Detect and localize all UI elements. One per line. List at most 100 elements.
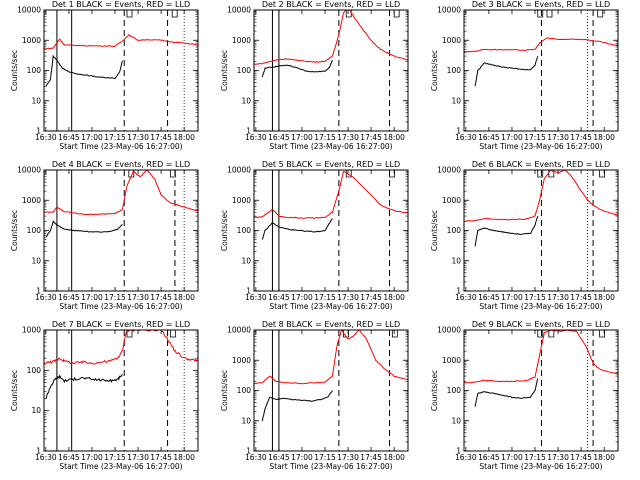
x-tick-label: 18:00 bbox=[383, 133, 405, 142]
panel-title: Det 4 BLACK = Events, RED = LLD bbox=[52, 160, 190, 169]
y-axis-title: Counts/sec bbox=[10, 50, 19, 91]
x-axis-title: Start Time (23-May-06 16:27:00) bbox=[269, 462, 392, 471]
panel-title: Det 2 BLACK = Events, RED = LLD bbox=[262, 0, 400, 9]
panel-title: Det 3 BLACK = Events, RED = LLD bbox=[472, 0, 610, 9]
x-tick-label: 17:30 bbox=[337, 293, 359, 302]
x-tick-label: 18:00 bbox=[383, 453, 405, 462]
x-tick-label: 18:00 bbox=[593, 453, 615, 462]
y-tick-label: 1 bbox=[456, 447, 461, 456]
series-line-events bbox=[474, 215, 539, 247]
y-tick-label: 1 bbox=[456, 287, 461, 296]
flag-marker bbox=[171, 10, 178, 18]
y-tick-label: 1000 bbox=[232, 196, 251, 205]
series-line-lld bbox=[464, 330, 618, 384]
panel-title: Det 7 BLACK = Events, RED = LLD bbox=[52, 320, 190, 329]
x-axis-title: Start Time (23-May-06 16:27:00) bbox=[59, 302, 182, 311]
y-tick-label: 100 bbox=[237, 226, 252, 235]
y-tick-label: 10 bbox=[241, 96, 251, 105]
series-line-events bbox=[261, 59, 333, 78]
flag-marker bbox=[537, 330, 544, 338]
x-axis-title: Start Time (23-May-06 16:27:00) bbox=[269, 142, 392, 151]
x-tick-label: 17:45 bbox=[150, 453, 172, 462]
series-line-lld bbox=[254, 171, 408, 219]
flag-marker bbox=[546, 10, 553, 18]
x-tick-label: 17:30 bbox=[337, 133, 359, 142]
x-tick-label: 18:00 bbox=[173, 453, 195, 462]
x-tick-label: 18:00 bbox=[593, 293, 615, 302]
x-axis-title: Start Time (23-May-06 16:27:00) bbox=[479, 302, 602, 311]
x-tick-label: 17:30 bbox=[547, 133, 569, 142]
x-tick-label: 16:45 bbox=[478, 133, 500, 142]
y-tick-label: 10 bbox=[451, 96, 461, 105]
y-tick-label: 10 bbox=[31, 96, 41, 105]
y-tick-label: 1000 bbox=[442, 356, 461, 365]
x-tick-label: 16:30 bbox=[35, 293, 57, 302]
x-tick-label: 16:30 bbox=[245, 293, 267, 302]
panel-det-2: Det 2 BLACK = Events, RED = LLD 16:30 16:4… bbox=[220, 0, 409, 151]
series-line-events bbox=[45, 54, 123, 87]
x-tick-label: 17:15 bbox=[104, 133, 126, 142]
plot-area bbox=[44, 10, 198, 131]
y-axis-title: Counts/sec bbox=[430, 50, 439, 91]
x-tick-label: 16:30 bbox=[35, 133, 57, 142]
x-tick-label: 17:30 bbox=[127, 133, 149, 142]
series-line-events bbox=[474, 378, 539, 407]
series-line-lld bbox=[464, 37, 618, 53]
flag-marker bbox=[599, 170, 605, 178]
x-tick-label: 17:45 bbox=[570, 293, 592, 302]
flag-marker bbox=[126, 330, 133, 338]
x-tick-label: 18:00 bbox=[173, 293, 195, 302]
series-line-lld bbox=[254, 330, 408, 385]
panel-det-8: Det 8 BLACK = Events, RED = LLD 16:30 16:4… bbox=[220, 320, 409, 471]
plot-area bbox=[464, 10, 618, 131]
x-tick-label: 17:00 bbox=[81, 453, 103, 462]
y-axis-title: Counts/sec bbox=[220, 50, 229, 91]
flag-marker bbox=[537, 10, 544, 18]
x-tick-label: 17:15 bbox=[524, 133, 546, 142]
x-tick-label: 17:45 bbox=[570, 453, 592, 462]
x-tick-label: 17:45 bbox=[360, 453, 382, 462]
x-tick-label: 17:45 bbox=[150, 293, 172, 302]
y-tick-label: 100 bbox=[447, 226, 462, 235]
panel-det-3: Det 3 BLACK = Events, RED = LLD 16:30 16:4… bbox=[430, 0, 619, 151]
series-line-events bbox=[45, 220, 123, 238]
y-tick-label: 1000 bbox=[22, 196, 41, 205]
y-tick-label: 10 bbox=[31, 256, 41, 265]
y-tick-label: 1000 bbox=[22, 326, 41, 335]
panel-det-6: Det 6 BLACK = Events, RED = LLD 16:30 16:4… bbox=[430, 160, 619, 311]
y-axis-title: Counts/sec bbox=[10, 370, 19, 411]
x-tick-label: 17:00 bbox=[291, 453, 313, 462]
x-tick-label: 18:00 bbox=[173, 133, 195, 142]
flag-marker bbox=[597, 10, 604, 18]
x-tick-label: 17:30 bbox=[127, 453, 149, 462]
x-tick-label: 18:00 bbox=[383, 293, 405, 302]
y-tick-label: 100 bbox=[237, 66, 252, 75]
plot-area bbox=[44, 330, 198, 451]
x-tick-label: 16:30 bbox=[455, 453, 477, 462]
flag-marker bbox=[169, 170, 176, 178]
panel-det-5: Det 5 BLACK = Events, RED = LLD 16:30 16:4… bbox=[220, 160, 409, 311]
plot-area bbox=[254, 10, 408, 131]
plot-frame bbox=[463, 169, 619, 292]
y-tick-label: 1 bbox=[36, 127, 41, 136]
x-axis-title: Start Time (23-May-06 16:27:00) bbox=[479, 142, 602, 151]
panel-title: Det 6 BLACK = Events, RED = LLD bbox=[472, 160, 610, 169]
y-tick-label: 10 bbox=[31, 406, 41, 415]
x-tick-label: 16:45 bbox=[58, 133, 80, 142]
y-tick-label: 1000 bbox=[232, 36, 251, 45]
series-line-events bbox=[45, 373, 123, 400]
y-tick-label: 10 bbox=[241, 416, 251, 425]
plot-frame bbox=[463, 9, 619, 132]
x-tick-label: 16:30 bbox=[245, 453, 267, 462]
y-axis-title: Counts/sec bbox=[220, 210, 229, 251]
y-tick-label: 10000 bbox=[437, 326, 461, 335]
y-tick-label: 100 bbox=[27, 366, 42, 375]
y-tick-label: 10000 bbox=[227, 326, 251, 335]
y-tick-label: 100 bbox=[447, 66, 462, 75]
plot-frame bbox=[253, 169, 409, 292]
x-tick-label: 16:45 bbox=[268, 133, 290, 142]
series-line-lld bbox=[254, 10, 408, 65]
flag-marker bbox=[391, 330, 398, 338]
y-tick-label: 10000 bbox=[17, 6, 41, 15]
